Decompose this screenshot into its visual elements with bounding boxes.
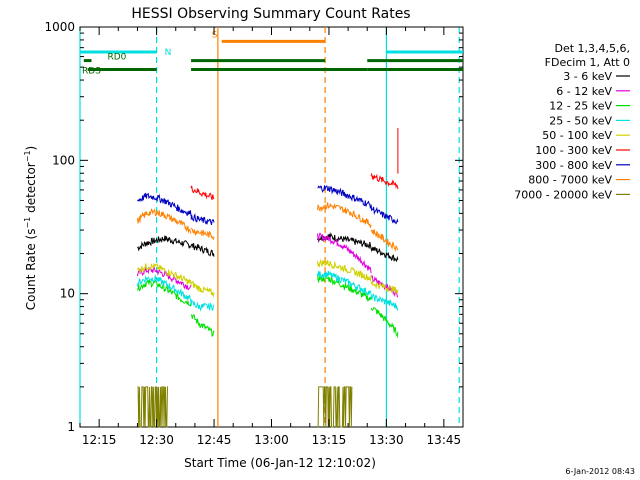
flag-bar-label: RD0	[107, 53, 126, 63]
legend-entry-label: 100 - 300 keV	[535, 144, 612, 157]
x-axis: 12:15 12:30 12:45 13:00 13:15 13:30 13:45	[79, 27, 464, 447]
legend-entry-label: 12 - 25 keV	[549, 100, 612, 113]
y-tick-label: 1	[67, 420, 75, 434]
legend-header-line-1: Det 1,3,4,5,6,	[554, 42, 630, 55]
series-line-12-25-kev	[190, 314, 215, 337]
flag-bar-label: N	[165, 48, 172, 58]
series-line-3-6-kev	[190, 243, 215, 257]
series-line-6-12-kev	[317, 232, 372, 274]
legend-entry-label: 3 - 6 keV	[563, 70, 612, 83]
chart-title: HESSI Observing Summary Count Rates	[131, 6, 410, 22]
series-line-50-100-kev	[136, 263, 192, 285]
series-line-300-800-kev	[190, 213, 215, 226]
legend-entry-label: 7000 - 20000 keV	[514, 188, 612, 201]
x-tick-label: 12:15	[82, 433, 117, 447]
legend-entry-label: 6 - 12 keV	[556, 85, 612, 98]
x-tick-label: 12:30	[139, 433, 174, 447]
y-axis-label-end: )	[24, 146, 38, 151]
series-lines	[136, 127, 399, 428]
series-line-300-800-kev	[137, 192, 192, 217]
series-line-50-100-kev	[190, 280, 215, 298]
x-tick-label: 13:45	[427, 433, 462, 447]
legend-entry-label: 25 - 50 keV	[549, 114, 612, 127]
timestamp: 6-Jan-2012 08:43	[565, 467, 635, 476]
plot-area: N S RD0 RDS 1 10 100 1000 12:15 12:30 12:45 13:00…	[44, 20, 464, 447]
x-tick-label: 13:00	[254, 433, 289, 447]
series-line-100-300-kev	[370, 172, 399, 190]
series-line-800-7000-kev	[136, 207, 192, 234]
series-line-3-6-kev	[137, 235, 192, 252]
series-line-800-7000-kev	[190, 227, 215, 241]
flag-bar-label: RDS	[82, 67, 101, 77]
legend-entry-label: 800 - 7000 keV	[528, 174, 612, 187]
y-axis-label: Count Rate (s−1 detector−1)	[23, 146, 38, 310]
flag-bar-label: S	[212, 30, 218, 40]
legend-entry-label: 50 - 100 keV	[542, 129, 612, 142]
series-line-12-25-kev	[136, 278, 192, 307]
series-line-300-800-kev	[370, 204, 399, 225]
series-line-7000-20000-kev	[137, 386, 169, 428]
legend: Det 1,3,4,5,6, FDecim 1, Att 0 3 - 6 keV…	[514, 42, 630, 201]
series-line-25-50-kev	[136, 275, 192, 304]
plot-frame	[79, 26, 464, 428]
series-line-800-7000-kev	[317, 202, 372, 228]
series-line-300-800-kev	[317, 185, 372, 209]
y-tick-label: 10	[60, 287, 75, 301]
legend-entry-label: 300 - 800 keV	[535, 159, 612, 172]
series-line-7000-20000-kev	[317, 386, 353, 428]
series-line-6-12-kev	[136, 265, 192, 291]
x-tick-label: 13:30	[369, 433, 404, 447]
series-line-800-7000-kev	[370, 229, 399, 252]
series-line-100-300-kev	[190, 185, 215, 200]
x-axis-label: Start Time (06-Jan-12 12:10:02)	[184, 456, 376, 470]
legend-header-line-2: FDecim 1, Att 0	[545, 56, 630, 69]
vertical-markers	[79, 27, 460, 427]
y-axis-label-mid: detector	[24, 162, 38, 217]
y-axis-label-exp1: −1	[23, 217, 32, 229]
x-tick-label: 12:45	[197, 433, 232, 447]
series-line-3-6-kev	[370, 246, 399, 263]
series-line-25-50-kev	[370, 293, 399, 312]
y-axis: 1 10 100 1000	[44, 20, 463, 434]
y-axis-label-exp2: −1	[23, 150, 32, 162]
y-axis-label-main: Count Rate (s	[24, 229, 38, 311]
series-line-50-100-kev	[370, 280, 399, 294]
y-tick-label: 100	[52, 153, 75, 167]
x-tick-label: 13:15	[312, 433, 347, 447]
series-line-6-12-kev	[370, 275, 399, 298]
series-line-3-6-kev	[317, 231, 372, 249]
series-line-25-50-kev	[190, 299, 215, 312]
series-line-25-50-kev	[317, 270, 372, 296]
flag-bars: N S RD0 RDS	[80, 30, 463, 77]
series-line-12-25-kev	[370, 307, 399, 339]
series-line-50-100-kev	[317, 258, 372, 282]
y-tick-label: 1000	[44, 20, 75, 34]
